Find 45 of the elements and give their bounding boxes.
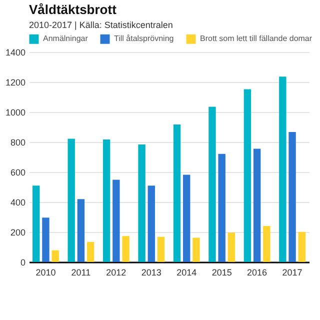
bar <box>192 238 200 262</box>
bar <box>228 232 236 262</box>
bar <box>32 186 40 262</box>
bar <box>218 154 226 262</box>
x-tick-label: 2017 <box>282 268 302 278</box>
legend-label: Anmälningar <box>43 34 88 44</box>
y-tick-label: 200 <box>10 228 26 238</box>
x-tick-label: 2011 <box>71 268 91 278</box>
x-tick-label: 2012 <box>106 268 126 278</box>
x-tick-label: 2016 <box>247 268 268 278</box>
x-tick-label: 2010 <box>36 268 56 278</box>
chart-title: Våldtäktsbrott <box>29 2 118 17</box>
bar <box>112 180 120 262</box>
bar <box>157 236 165 262</box>
bar <box>288 132 296 262</box>
bar <box>208 106 216 262</box>
bar <box>68 138 75 262</box>
bar <box>148 186 155 262</box>
bar <box>263 226 270 262</box>
bar <box>86 242 94 262</box>
bar <box>77 199 85 262</box>
bar <box>279 76 286 262</box>
x-tick-label: 2013 <box>141 268 162 278</box>
bar <box>42 218 50 262</box>
x-tick-label: 2015 <box>212 268 232 278</box>
y-tick-label: 600 <box>10 168 26 178</box>
bar <box>173 124 181 262</box>
y-tick-label: 800 <box>10 138 26 148</box>
legend-label: Till åtalsprövning <box>114 34 174 44</box>
legend-label: Brott som lett till fällande domar <box>200 34 312 44</box>
bar <box>298 232 306 262</box>
y-tick-label: 1200 <box>5 78 26 88</box>
chart-subtitle: 2010-2017 | Källa: Statistikcentralen <box>29 20 173 30</box>
y-tick-label: 1400 <box>5 48 26 58</box>
bar <box>183 174 190 262</box>
bar <box>244 89 252 262</box>
bar <box>52 250 59 262</box>
bar <box>253 148 261 262</box>
bar <box>102 139 110 262</box>
bar <box>122 236 130 262</box>
x-tick-label: 2014 <box>176 268 197 278</box>
y-tick-label: 0 <box>20 258 26 268</box>
y-tick-label: 1000 <box>5 108 26 118</box>
bar <box>138 144 146 262</box>
y-tick-label: 400 <box>10 198 26 208</box>
